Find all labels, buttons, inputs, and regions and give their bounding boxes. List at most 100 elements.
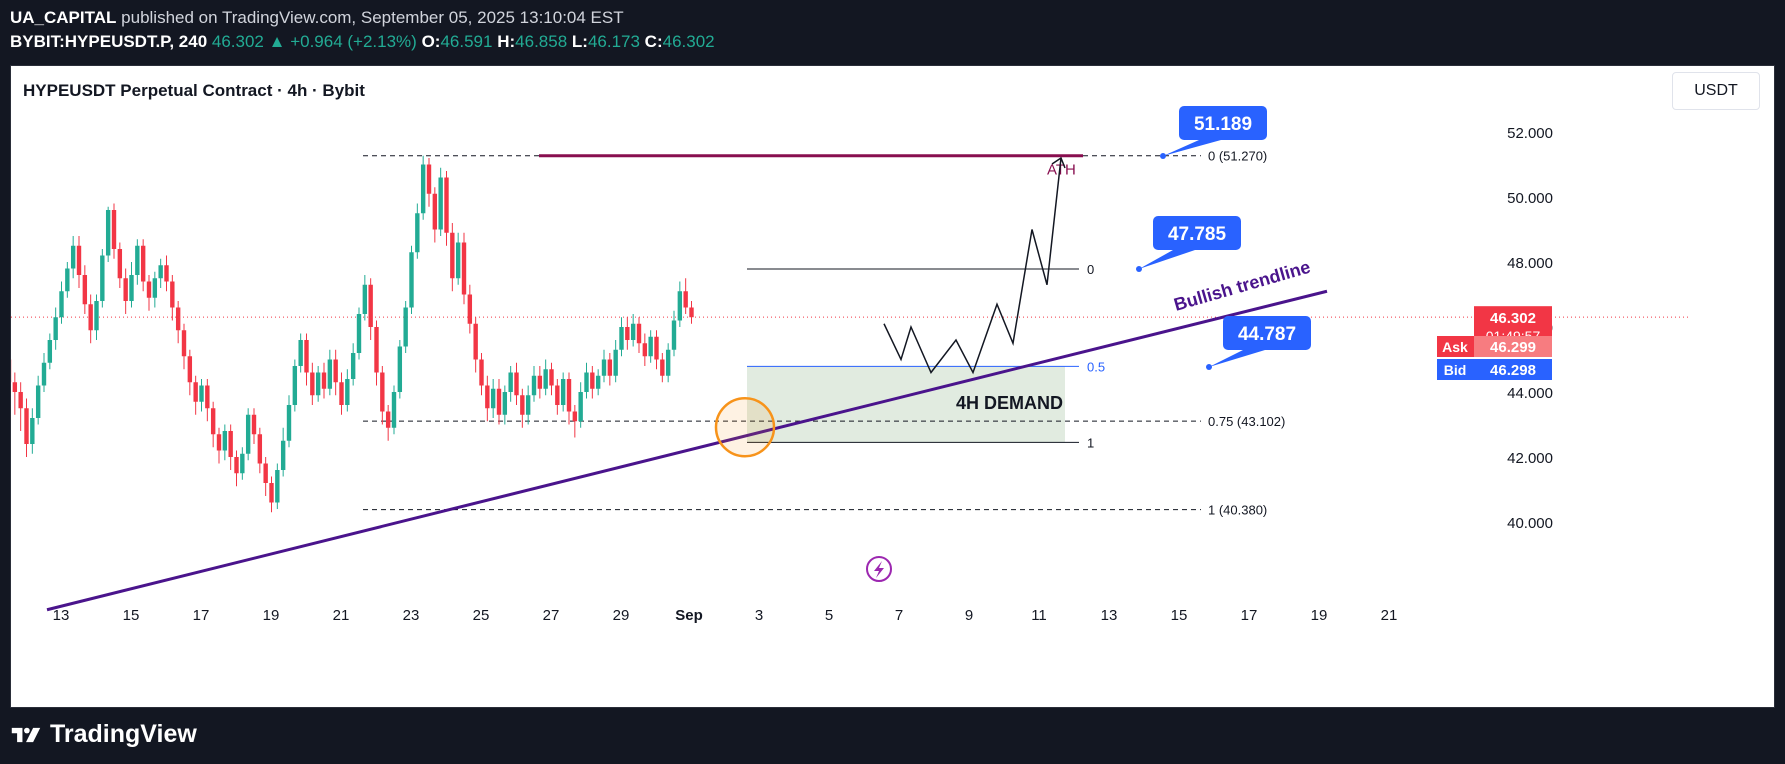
y-axis-tick: 44.000	[1507, 385, 1553, 402]
x-axis-tick: 15	[1171, 607, 1188, 624]
candle-body	[362, 284, 368, 314]
callout-value: 47.785	[1168, 224, 1227, 245]
candle-body	[426, 164, 432, 194]
candle	[362, 275, 368, 321]
ask-value-box	[1474, 336, 1552, 357]
callout-box	[1179, 106, 1267, 140]
tradingview-logo[interactable]: TradingView	[10, 720, 197, 749]
high-value: 46.858	[515, 32, 568, 51]
candle	[24, 398, 29, 457]
candle-body	[35, 385, 41, 418]
candle-body	[450, 232, 455, 279]
candle-body	[152, 278, 158, 298]
candle-body	[508, 372, 513, 392]
candle	[123, 268, 128, 314]
candle	[210, 401, 216, 448]
candle	[12, 372, 18, 415]
chart-canvas[interactable]: 0 (51.270) 0.75 (43.102) 1 (40.380) ATH 0 0.5…	[11, 66, 1774, 707]
candle-body	[199, 385, 204, 402]
candle-body	[438, 177, 443, 230]
candle-body	[304, 340, 309, 373]
candle	[455, 232, 461, 285]
candle	[595, 369, 601, 396]
tradingview-logo-icon	[11, 727, 41, 742]
candle	[444, 171, 449, 246]
y-axis-tick: 52.000	[1507, 125, 1553, 142]
candle	[269, 476, 274, 513]
candle-body	[601, 359, 607, 376]
candle-body	[292, 366, 298, 405]
candle-body	[310, 372, 315, 396]
candle	[432, 187, 438, 243]
candle	[222, 424, 228, 461]
bullish-trendline	[46, 289, 1328, 612]
candle	[461, 232, 467, 305]
x-axis-tick: 13	[53, 607, 70, 624]
publisher-name[interactable]: UA_CAPITAL	[10, 8, 117, 27]
candle-body	[391, 392, 397, 428]
y-axis-tick: 50.000	[1507, 190, 1553, 207]
candle-body	[479, 359, 484, 386]
candle	[409, 245, 414, 314]
candle-body	[24, 408, 29, 444]
candle	[193, 375, 198, 415]
fib-right-label: 1	[1087, 435, 1094, 450]
chart-panel[interactable]: 0 (51.270) 0.75 (43.102) 1 (40.380) ATH 0 0.5…	[10, 65, 1775, 708]
open-label: O:	[421, 32, 441, 51]
candle-body	[584, 372, 589, 392]
x-axis-tick: 29	[613, 607, 630, 624]
candle-body	[636, 323, 642, 344]
fib-left-label: 0 (51.270)	[1208, 149, 1267, 164]
callout-pointer	[1209, 350, 1265, 367]
candle	[286, 395, 292, 448]
candle	[549, 362, 554, 396]
candle-body	[549, 369, 554, 386]
candle	[665, 343, 671, 383]
candle	[170, 275, 175, 321]
candle	[403, 301, 408, 353]
candle	[82, 265, 88, 314]
candle	[356, 307, 362, 360]
candle	[671, 310, 677, 357]
candle	[100, 249, 105, 308]
bid-value: 46.298	[1490, 362, 1536, 379]
ath-label: ATH	[1047, 162, 1076, 179]
candle	[543, 359, 548, 396]
candle-body	[100, 255, 105, 301]
candle	[584, 362, 589, 399]
candle-body	[175, 307, 181, 331]
callout-box	[1223, 316, 1311, 350]
candle-body	[257, 434, 263, 464]
candle-body	[619, 327, 624, 350]
currency-button[interactable]: USDT	[1672, 72, 1760, 110]
candle	[473, 317, 478, 373]
candle-body	[135, 245, 140, 275]
candle	[152, 271, 158, 308]
candle-body	[94, 301, 99, 331]
x-axis-tick: 21	[1381, 607, 1398, 624]
candle-body	[275, 470, 280, 503]
ask-tag: Ask 46.299	[1437, 336, 1552, 357]
candle	[683, 278, 688, 314]
candle-body	[543, 369, 548, 389]
candle	[555, 379, 560, 415]
highlight-circle	[714, 397, 776, 458]
candle	[689, 301, 694, 324]
candle-body	[578, 392, 583, 422]
high-label: H:	[497, 32, 516, 51]
candle	[420, 155, 426, 220]
candle-body	[315, 372, 321, 396]
candle-body	[228, 431, 233, 457]
candle-body	[590, 372, 595, 389]
candle-body	[625, 327, 630, 340]
lightning-icon	[866, 556, 892, 582]
candle	[426, 158, 432, 207]
low-label: L:	[571, 32, 588, 51]
candle-body	[671, 320, 677, 350]
candle-body	[170, 281, 175, 308]
candle-body	[41, 362, 47, 386]
candle	[490, 379, 496, 418]
candle-body	[531, 375, 537, 396]
candle	[228, 424, 233, 470]
candle	[496, 379, 502, 425]
